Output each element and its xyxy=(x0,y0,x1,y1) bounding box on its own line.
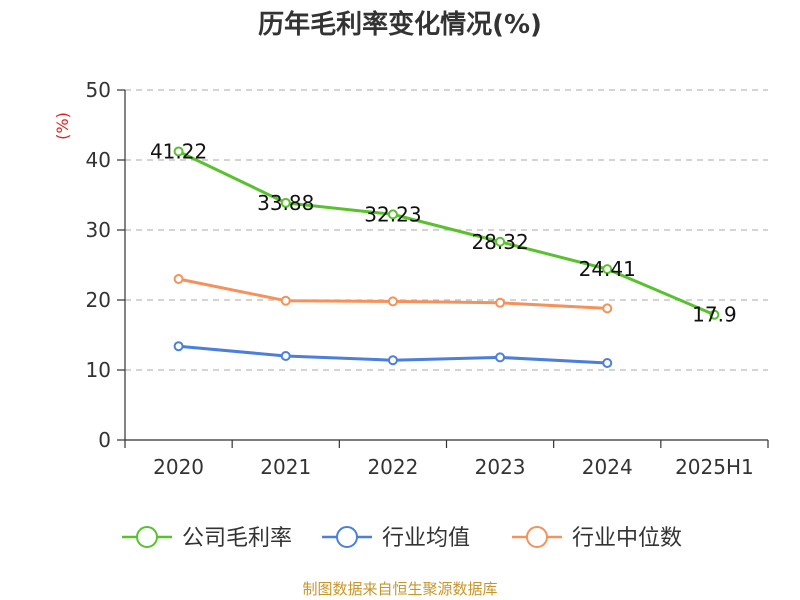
data-label: 28.32 xyxy=(471,230,528,254)
data-labels: 41.22 33.88 32.23 28.32 24.41 17.9 xyxy=(150,139,737,326)
y-tick-label: 50 xyxy=(86,78,111,102)
data-label: 41.22 xyxy=(150,139,207,163)
data-point xyxy=(280,197,291,208)
x-tick-label: 2021 xyxy=(260,455,311,479)
data-label: 32.23 xyxy=(364,202,421,226)
data-point xyxy=(173,146,184,157)
data-point xyxy=(602,303,613,314)
legend-label: 行业均值 xyxy=(382,526,470,551)
data-point xyxy=(495,352,506,363)
data-point xyxy=(387,209,398,220)
data-point xyxy=(173,341,184,352)
legend: 公司毛利率 行业均值 行业中位数 xyxy=(122,526,682,551)
data-label: 17.9 xyxy=(692,303,737,327)
data-label: 33.88 xyxy=(257,191,314,215)
y-tick-label: 40 xyxy=(86,148,111,172)
legend-item-1: 行业均值 xyxy=(322,526,470,551)
series-2 xyxy=(173,274,613,314)
x-tick-label: 2024 xyxy=(582,455,633,479)
data-point xyxy=(602,358,613,368)
y-tick-label: 30 xyxy=(86,218,111,242)
data-point xyxy=(495,236,506,247)
series-0 xyxy=(173,146,720,320)
x-tick-label: 2025H1 xyxy=(675,455,754,479)
legend-item-0: 公司毛利率 xyxy=(122,526,292,551)
x-tick-label: 2023 xyxy=(475,455,526,479)
data-point xyxy=(387,296,398,307)
series-line xyxy=(177,150,716,317)
y-tick-label: 10 xyxy=(86,358,111,382)
source-note: 制图数据来自恒生聚源数据库 xyxy=(302,580,497,598)
data-label: 24.41 xyxy=(579,257,636,281)
x-tick-label: 2020 xyxy=(153,455,204,479)
data-point xyxy=(280,351,291,361)
data-point xyxy=(709,309,720,320)
legend-marker xyxy=(526,526,548,548)
chart-title: 历年毛利率变化情况(%) xyxy=(258,9,542,40)
legend-marker xyxy=(336,526,358,548)
x-tick-label: 2022 xyxy=(367,455,418,479)
series-layer xyxy=(173,146,720,368)
legend-item-2: 行业中位数 xyxy=(512,526,682,551)
axes: 0 10 20 30 40 50 2020 2021 2022 2023 2024 2025H1 xyxy=(86,78,769,479)
data-point xyxy=(387,355,398,366)
data-point xyxy=(495,297,506,308)
series-1 xyxy=(173,341,613,368)
data-point xyxy=(280,295,291,306)
grid-lines xyxy=(125,89,768,371)
legend-label: 行业中位数 xyxy=(572,526,682,551)
legend-marker xyxy=(136,526,158,548)
data-point xyxy=(173,274,184,284)
y-tick-label: 20 xyxy=(86,288,111,312)
y-tick-label: 0 xyxy=(98,428,111,452)
data-point xyxy=(602,264,613,275)
legend-label: 公司毛利率 xyxy=(182,526,292,551)
y-unit-label: (%) xyxy=(53,112,72,140)
